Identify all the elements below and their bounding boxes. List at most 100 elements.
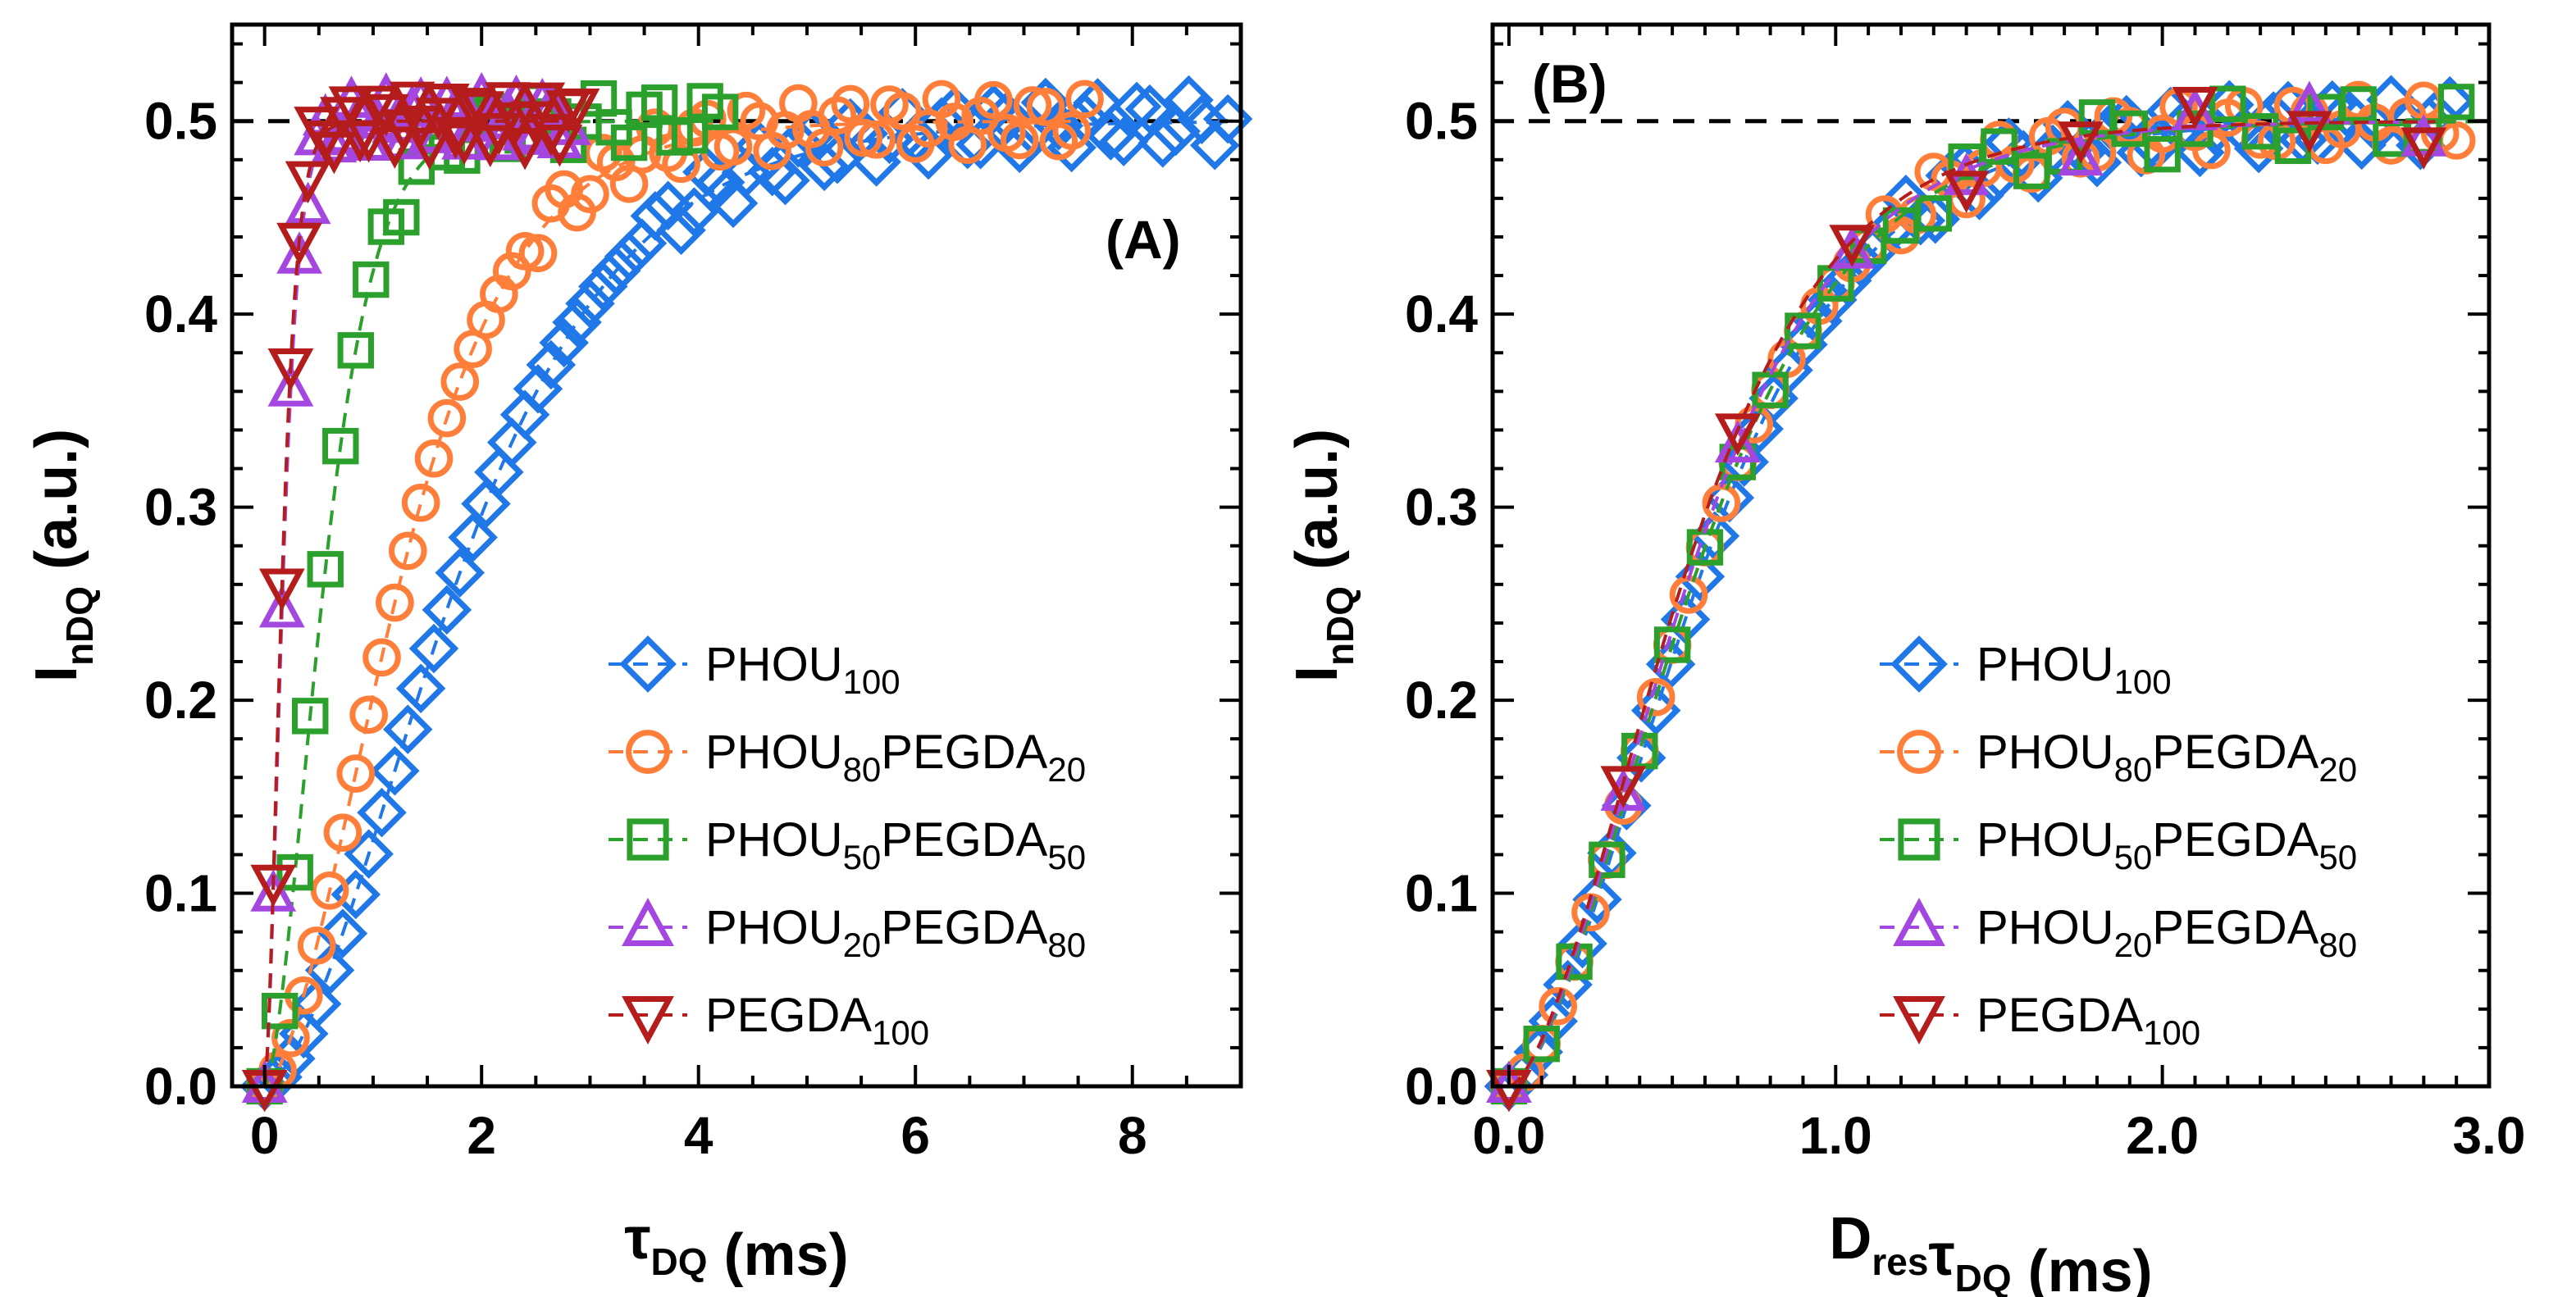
legend-entry: PHOU80PEGDA20 (609, 726, 1086, 789)
axes-frame (1490, 22, 2492, 1089)
data-point (571, 175, 609, 214)
data-point (2437, 84, 2475, 121)
legend-marker (626, 730, 670, 774)
data-point (805, 128, 844, 167)
data-point (276, 231, 322, 274)
data-point (388, 531, 427, 571)
data-point (883, 92, 922, 130)
data-point (844, 118, 883, 157)
data-point (1124, 84, 1175, 134)
data-point (370, 745, 420, 796)
data-point (311, 120, 358, 163)
data-point (317, 908, 368, 958)
data-point (362, 638, 401, 677)
data-point (1636, 678, 1676, 717)
legend-label: PEGDA100 (705, 989, 929, 1052)
data-point (285, 161, 331, 204)
data-point (1523, 1026, 1560, 1063)
data-point (432, 116, 479, 160)
legend-label: PHOU100 (1976, 638, 2172, 701)
legend-marker (627, 818, 669, 861)
data-point (1013, 86, 1052, 125)
data-point (1572, 874, 1622, 925)
data-point (857, 120, 896, 159)
data-point (354, 85, 401, 129)
data-point (2058, 133, 2104, 176)
data-point (1026, 88, 1065, 126)
data-point (2340, 86, 2377, 123)
data-point (276, 222, 322, 266)
y-tick-label: 0.3 (1405, 478, 1478, 537)
fit-line (1508, 120, 2436, 1088)
data-point (406, 127, 453, 171)
data-point (449, 88, 496, 130)
y-axis-title: InDQ (a.u.) (24, 429, 101, 682)
data-point (1981, 128, 2017, 165)
data-point (276, 853, 313, 891)
data-point (1073, 78, 1123, 128)
data-point (1164, 75, 1214, 125)
data-point (285, 181, 331, 225)
data-point (695, 157, 745, 207)
data-point (258, 568, 305, 612)
legend-label: PHOU80PEGDA20 (1976, 726, 2357, 789)
x-tick-label: 0.0 (1472, 1106, 1545, 1165)
data-point (435, 548, 485, 598)
data-point (903, 130, 954, 180)
legend-label: PHOU50PEGDA50 (1976, 813, 2357, 876)
data-point (2286, 111, 2332, 153)
data-point (353, 261, 390, 298)
legend-entry: PHOU100 (1880, 635, 2172, 701)
data-point (1086, 111, 1136, 161)
data-point (336, 754, 376, 793)
data-point (669, 187, 719, 237)
data-point (1714, 413, 1761, 456)
data-point (310, 871, 349, 910)
legend-entry: PHOU20PEGDA80 (609, 898, 1086, 964)
data-point (1600, 766, 1647, 808)
data-point (349, 695, 388, 735)
panel-b: (B) PHOU100PHOU80PEGDA20PHOU50PEGDA50PHO… (1284, 22, 2525, 1297)
data-point (241, 1060, 288, 1103)
data-point (250, 864, 297, 908)
data-point (502, 127, 548, 171)
data-point (307, 551, 344, 588)
data-point (357, 787, 407, 838)
data-point (974, 80, 1013, 120)
legend-label: PHOU50PEGDA50 (705, 813, 1086, 876)
data-point (671, 117, 709, 154)
data-point (714, 127, 753, 166)
data-point (1785, 312, 1821, 349)
data-point (395, 663, 446, 713)
data-point (1719, 437, 1769, 487)
legend-label: PHOU20PEGDA80 (1976, 901, 2357, 964)
data-point (2058, 121, 2104, 164)
data-point (376, 583, 414, 622)
legend-label: PEGDA100 (1976, 989, 2200, 1052)
data-point (297, 926, 336, 965)
data-point (381, 116, 426, 160)
data-point (526, 339, 577, 390)
data-point (955, 119, 1005, 170)
legend-entry: PHOU50PEGDA50 (609, 813, 1086, 876)
data-point (518, 234, 558, 273)
data-point (2209, 85, 2246, 122)
data-point (2400, 127, 2447, 170)
data-point (311, 131, 358, 175)
data-point (1653, 626, 1691, 663)
data-point (536, 124, 583, 167)
data-point (656, 205, 706, 256)
data-point (1915, 195, 1952, 232)
data-point (441, 122, 487, 166)
data-point (760, 155, 810, 206)
axes-frame (230, 22, 1243, 1089)
x-axis-title: DresτDQ (ms) (1829, 1206, 2152, 1297)
fit-line (1508, 120, 2473, 1088)
legend-label: PHOU20PEGDA80 (705, 901, 1086, 964)
legend-marker (1893, 898, 1945, 946)
fit-line (1508, 120, 2457, 1088)
y-tick-label: 0.0 (144, 1057, 217, 1116)
data-point (448, 512, 498, 562)
data-point (2144, 135, 2181, 173)
